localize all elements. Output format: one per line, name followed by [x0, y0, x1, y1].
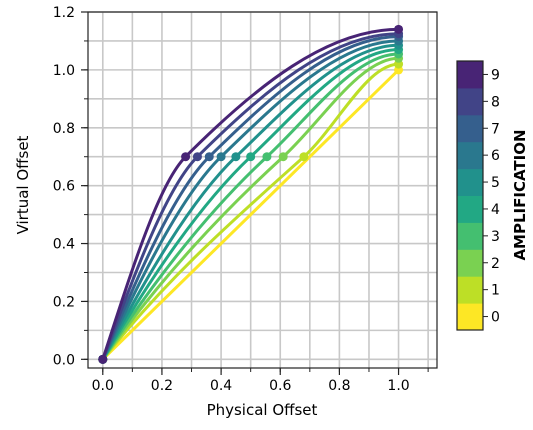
colorbar-tick-label: 4 [491, 202, 500, 218]
series-line-amp-0 [101, 68, 400, 361]
colorbar-tick-label: 5 [491, 175, 500, 191]
x-tick-label: 0.6 [269, 378, 291, 394]
colorbar-tick-label: 9 [491, 67, 500, 83]
colorbar-segment [457, 222, 483, 250]
colorbar: 0 1 2 3 4 5 6 7 8 9 [456, 60, 500, 331]
y-tick-label: 0.2 [53, 294, 75, 310]
y-tick-label: 0.6 [53, 179, 75, 195]
y-tick-label: 0.8 [53, 121, 75, 137]
colorbar-tick-label: 8 [491, 94, 500, 110]
x-axis-label: Physical Offset [207, 401, 318, 419]
x-tick-label: 0.4 [210, 378, 232, 394]
colorbar-segment [457, 141, 483, 170]
data-point-amp-9 [394, 24, 404, 34]
y-axis-label: Virtual Offset [14, 135, 32, 234]
colorbar-tick-label: 0 [491, 310, 500, 326]
colorbar-segment [457, 195, 483, 223]
x-tick-label: 0.8 [328, 378, 350, 394]
colorbar-tick-label: 6 [491, 148, 500, 164]
series-line-amp-2 [101, 56, 399, 361]
data-point-amp-9 [181, 152, 191, 162]
colorbar-segment [457, 114, 483, 143]
colorbar-frame [456, 60, 484, 331]
colorbar-tick-label: 2 [491, 256, 500, 272]
data-point-amp-9 [98, 354, 108, 364]
data-point-amp-1 [299, 152, 309, 162]
data-point-amp-2 [278, 152, 288, 162]
colorbar-segment [457, 276, 483, 304]
data-point-amp-7 [204, 152, 214, 162]
y-tick-label: 0.4 [53, 237, 75, 253]
x-tick-label: 1.0 [387, 378, 409, 394]
y-tick-label: 1.2 [53, 5, 75, 21]
colorbar-segment [457, 168, 483, 196]
colorbar-label: AMPLIFICATION [511, 129, 529, 260]
colorbar-segment [457, 87, 483, 116]
series-line-amp-3 [101, 52, 399, 361]
colorbar-segment [457, 61, 483, 89]
series-group [98, 24, 404, 364]
y-tick-label: 0.0 [53, 352, 75, 368]
colorbar-tick-label: 1 [491, 283, 500, 299]
colorbar-segment [457, 303, 483, 331]
data-point-amp-5 [231, 152, 241, 162]
series-line-amp-1 [101, 62, 399, 361]
colorbar-tick-label: 3 [491, 229, 500, 245]
x-tick-label: 0.2 [151, 378, 173, 394]
data-point-amp-4 [246, 152, 256, 162]
plot-frame [87, 11, 438, 369]
axes: 0.0 0.2 0.4 0.6 0.8 1.0 0.0 0.2 0.4 0.6 0.8 1.0 1.2 [53, 5, 438, 394]
x-tick-label: 0.0 [92, 378, 114, 394]
data-point-amp-3 [262, 152, 272, 162]
data-point-amp-6 [216, 152, 226, 162]
colorbar-segment [457, 249, 483, 277]
colorbar-tick-label: 7 [491, 121, 500, 137]
y-tick-label: 1.0 [53, 63, 75, 79]
data-point-amp-8 [192, 152, 202, 162]
